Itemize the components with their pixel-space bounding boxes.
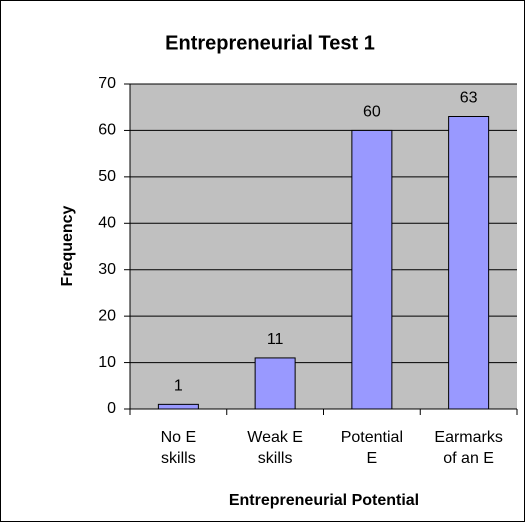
y-tick-label: 70 — [98, 75, 116, 92]
chart-title: Entrepreneurial Test 1 — [165, 32, 375, 54]
y-tick-label: 10 — [98, 354, 116, 371]
bar — [254, 357, 296, 410]
y-tick-label: 30 — [98, 261, 116, 278]
data-label: 63 — [460, 90, 478, 107]
data-label: 11 — [267, 331, 284, 348]
x-tick-label: No E skills — [160, 429, 197, 467]
y-tick-label: 50 — [98, 168, 116, 185]
bar — [448, 116, 490, 410]
x-tick-label: Potential E — [340, 429, 403, 467]
x-axis-label: Entrepreneurial Potential — [229, 492, 419, 509]
y-tick-label: 0 — [107, 400, 116, 417]
y-axis-label: Frequency — [59, 205, 76, 286]
x-tick-label: Weak E skills — [247, 429, 303, 467]
y-tick-label: 60 — [98, 122, 116, 139]
data-label: 60 — [363, 104, 381, 121]
x-tick-label: Earmarks of an E — [434, 429, 503, 467]
bar — [157, 403, 199, 410]
data-label: 1 — [174, 378, 183, 395]
y-tick-label: 20 — [98, 307, 116, 324]
y-tick-label: 40 — [98, 215, 116, 232]
bar — [351, 129, 393, 410]
